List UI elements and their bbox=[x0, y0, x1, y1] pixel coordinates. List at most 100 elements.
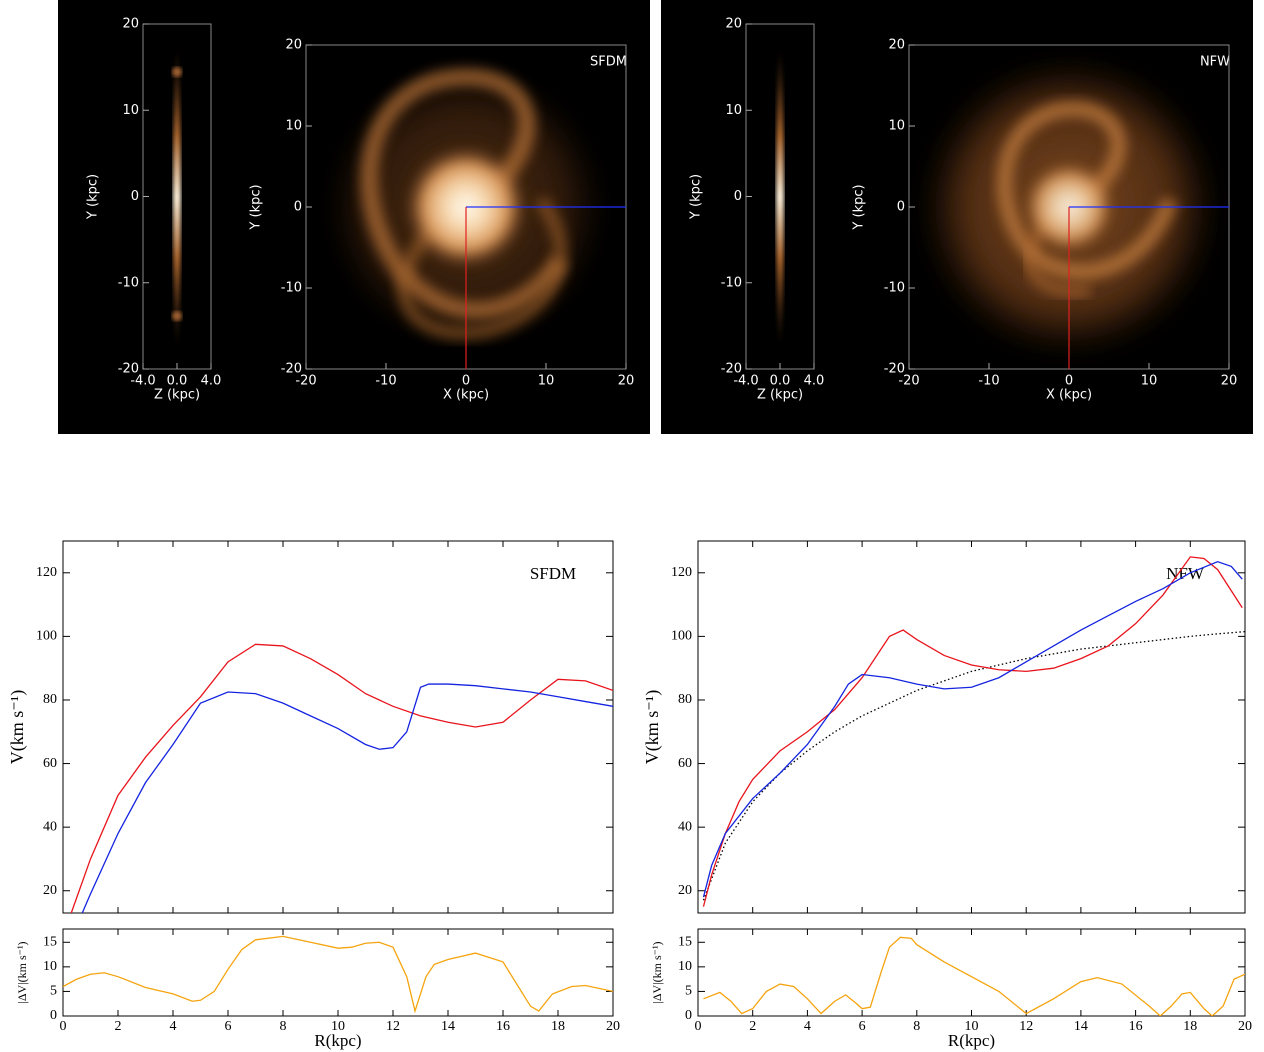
x-tick-label: 0 bbox=[60, 1019, 67, 1034]
x-tick-label: 0 bbox=[462, 374, 470, 389]
annotation: SFDM bbox=[530, 564, 576, 583]
y-tick-label: 10 bbox=[43, 959, 57, 974]
y-tick-label: 60 bbox=[678, 756, 692, 771]
y-tick-label: 10 bbox=[888, 119, 905, 134]
y-tick-label: 5 bbox=[685, 984, 692, 999]
y-tick-label: 0 bbox=[131, 189, 139, 204]
y-axis-label: Y (kpc) bbox=[249, 184, 264, 230]
y-tick-label: -20 bbox=[281, 362, 302, 377]
y-tick-label: 20 bbox=[43, 883, 57, 898]
x-tick-label: 4 bbox=[804, 1019, 811, 1034]
x-tick-label: 20 bbox=[618, 374, 635, 389]
y-tick-label: -10 bbox=[721, 275, 742, 290]
y-tick-label: 0 bbox=[685, 1008, 692, 1023]
x-tick-label: 4.0 bbox=[201, 374, 222, 389]
x-tick-label: 20 bbox=[606, 1019, 620, 1034]
y-tick-label: 15 bbox=[678, 934, 692, 949]
x-tick-label: 16 bbox=[496, 1019, 510, 1034]
x-tick-label: 4 bbox=[170, 1019, 177, 1034]
y-tick-label: -20 bbox=[884, 362, 905, 377]
x-tick-label: 2 bbox=[749, 1019, 756, 1034]
x-tick-label: 8 bbox=[280, 1019, 287, 1034]
x-tick-label: -10 bbox=[978, 374, 999, 389]
y-tick-label: -20 bbox=[118, 362, 139, 377]
y-tick-label: -20 bbox=[721, 362, 742, 377]
y-axis-label: |ΔV|(km s⁻¹) bbox=[15, 941, 29, 1003]
y-tick-label: -10 bbox=[118, 275, 139, 290]
y-tick-label: 120 bbox=[36, 565, 57, 580]
plot-frame bbox=[62, 928, 614, 1017]
y-axis-label: Y (kpc) bbox=[852, 184, 867, 230]
y-tick-label: 20 bbox=[122, 17, 139, 32]
y-tick-label: 80 bbox=[678, 692, 692, 707]
y-tick-label: 0 bbox=[294, 200, 302, 215]
y-tick-label: 20 bbox=[725, 17, 742, 32]
series-line bbox=[703, 936, 1245, 1016]
annotation: NFW bbox=[1166, 564, 1205, 583]
x-tick-label: 20 bbox=[1238, 1019, 1252, 1034]
y-tick-label: 40 bbox=[43, 819, 57, 834]
x-tick-label: 0 bbox=[695, 1019, 702, 1034]
x-axis-label: R(kpc) bbox=[314, 1031, 361, 1050]
x-tick-label: 6 bbox=[225, 1019, 232, 1034]
x-tick-label: -20 bbox=[295, 374, 316, 389]
y-tick-label: 5 bbox=[50, 984, 57, 999]
y-tick-label: 40 bbox=[678, 819, 692, 834]
y-tick-label: -10 bbox=[281, 281, 302, 296]
y-tick-label: 0 bbox=[734, 189, 742, 204]
x-tick-label: 16 bbox=[1129, 1019, 1143, 1034]
series-line bbox=[702, 556, 1243, 907]
panel-label: NFW bbox=[1200, 55, 1230, 70]
y-tick-label: 100 bbox=[671, 629, 692, 644]
y-axis-label: Y (kpc) bbox=[86, 174, 101, 220]
x-tick-label: 12 bbox=[1019, 1019, 1033, 1034]
x-axis-label: Z (kpc) bbox=[154, 388, 200, 403]
x-tick-label: 18 bbox=[1183, 1019, 1197, 1034]
x-tick-label: 4.0 bbox=[804, 374, 825, 389]
y-tick-label: 20 bbox=[678, 883, 692, 898]
x-tick-label: 10 bbox=[965, 1019, 979, 1034]
y-tick-label: 10 bbox=[285, 119, 302, 134]
y-axis-label: |ΔV|(km s⁻¹) bbox=[650, 941, 664, 1003]
x-axis-label: Z (kpc) bbox=[757, 388, 803, 403]
panel-label: SFDM bbox=[590, 55, 627, 70]
x-tick-label: 14 bbox=[1074, 1019, 1088, 1034]
x-tick-label: 8 bbox=[913, 1019, 920, 1034]
y-tick-label: 60 bbox=[43, 756, 57, 771]
plot-frame bbox=[697, 540, 1246, 914]
x-tick-label: -20 bbox=[898, 374, 919, 389]
series-line bbox=[81, 683, 613, 913]
y-tick-label: 100 bbox=[36, 629, 57, 644]
x-tick-label: 0 bbox=[1065, 374, 1073, 389]
y-tick-label: 80 bbox=[43, 692, 57, 707]
y-tick-label: 0 bbox=[50, 1008, 57, 1023]
x-axis-label: R(kpc) bbox=[948, 1031, 995, 1050]
x-tick-label: 20 bbox=[1221, 374, 1238, 389]
y-tick-label: 15 bbox=[43, 934, 57, 949]
x-tick-label: 2 bbox=[115, 1019, 122, 1034]
y-tick-label: 20 bbox=[888, 38, 905, 53]
x-axis-label: X (kpc) bbox=[1046, 388, 1092, 403]
y-tick-label: 20 bbox=[285, 38, 302, 53]
x-tick-label: 12 bbox=[386, 1019, 400, 1034]
x-axis-label: X (kpc) bbox=[443, 388, 489, 403]
x-tick-label: -4.0 bbox=[130, 374, 155, 389]
x-tick-label: 0.0 bbox=[770, 374, 791, 389]
x-tick-label: 10 bbox=[538, 374, 555, 389]
series-line bbox=[70, 643, 613, 913]
y-tick-label: 0 bbox=[897, 200, 905, 215]
x-tick-label: 14 bbox=[441, 1019, 455, 1034]
series-line bbox=[63, 935, 613, 1014]
x-tick-label: 18 bbox=[551, 1019, 565, 1034]
plot-frame bbox=[697, 928, 1246, 1017]
image-axes: SFDM -4.0 0.0 4.0 -20 -10 0 10 20 Z (kpc) Y (kpc) -… bbox=[86, 17, 1238, 403]
x-tick-label: 6 bbox=[859, 1019, 866, 1034]
x-tick-label: -4.0 bbox=[733, 374, 758, 389]
y-axis-label: V(km s⁻¹) bbox=[7, 690, 28, 764]
y-axis-label: Y (kpc) bbox=[689, 174, 704, 220]
plot-frame bbox=[62, 540, 614, 914]
x-tick-label: -10 bbox=[375, 374, 396, 389]
series-line bbox=[702, 630, 1245, 901]
